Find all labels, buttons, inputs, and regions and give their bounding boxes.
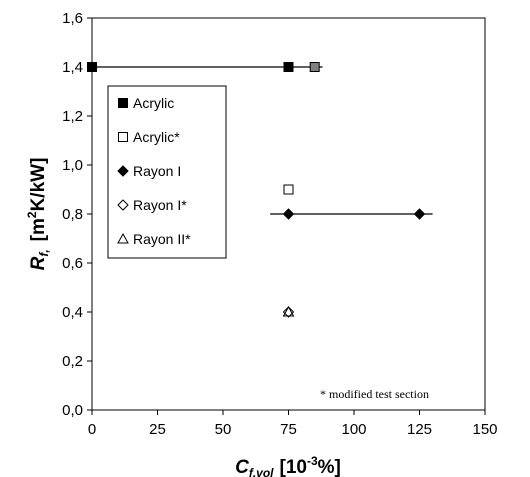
y-tick-label: 0,0 [62, 402, 83, 419]
y-tick-label: 0,4 [62, 304, 83, 321]
data-point-extra [309, 62, 320, 72]
y-tick-label: 1,2 [62, 108, 83, 125]
x-tick-label: 0 [88, 421, 96, 438]
legend-label-acrylic: Acrylic [133, 95, 174, 111]
data-point-rayon-i-star [282, 306, 295, 318]
x-tick-label: 125 [407, 421, 432, 438]
legend-marker-acrylic-star [118, 132, 128, 142]
data-point-rayon-i [282, 208, 295, 220]
data-point-rayon-i [413, 208, 426, 220]
data-point-acrylic-star [283, 184, 294, 195]
legend-marker-rayon-ii-star [117, 232, 129, 244]
legend-marker-rayon-i [117, 165, 129, 177]
x-tick-label: 50 [215, 421, 232, 438]
x-tick-label: 100 [341, 421, 366, 438]
y-tick-label: 0,6 [62, 255, 83, 272]
x-tick-label: 150 [472, 421, 497, 438]
x-axis-label: Cf,vol [10-3%] [235, 454, 341, 477]
legend-label-rayon-i: Rayon I [133, 163, 181, 179]
data-points [87, 62, 426, 318]
x-tick-label: 75 [280, 421, 297, 438]
y-tick-label: 0,8 [62, 206, 83, 223]
data-point-rayon-ii-star [282, 305, 295, 317]
legend: Acrylic Acrylic* Rayon I Rayon I* Rayon II* [107, 85, 227, 259]
data-point-acrylic [87, 62, 97, 72]
y-tick-label: 0,2 [62, 353, 83, 370]
y-axis-label: Rf,[m2K/kW] [25, 158, 51, 271]
legend-label-rayon-i-star: Rayon I* [133, 197, 187, 213]
axes: 0,0 0,2 0,4 0,6 0,8 1,0 1,2 1,4 1,6 0 25 50 75 100 125… [62, 10, 497, 438]
legend-marker-acrylic [118, 98, 128, 108]
y-tick-label: 1,6 [62, 10, 83, 27]
annotation: * modified test section [320, 387, 429, 401]
x-tick-label: 25 [149, 421, 166, 438]
legend-label-rayon-ii-star: Rayon II* [133, 231, 191, 247]
legend-label-acrylic-star: Acrylic* [133, 129, 180, 145]
y-tick-label: 1,0 [62, 157, 83, 174]
y-tick-label: 1,4 [62, 59, 83, 76]
data-point-acrylic [283, 62, 294, 72]
legend-marker-rayon-i-star [117, 199, 129, 211]
